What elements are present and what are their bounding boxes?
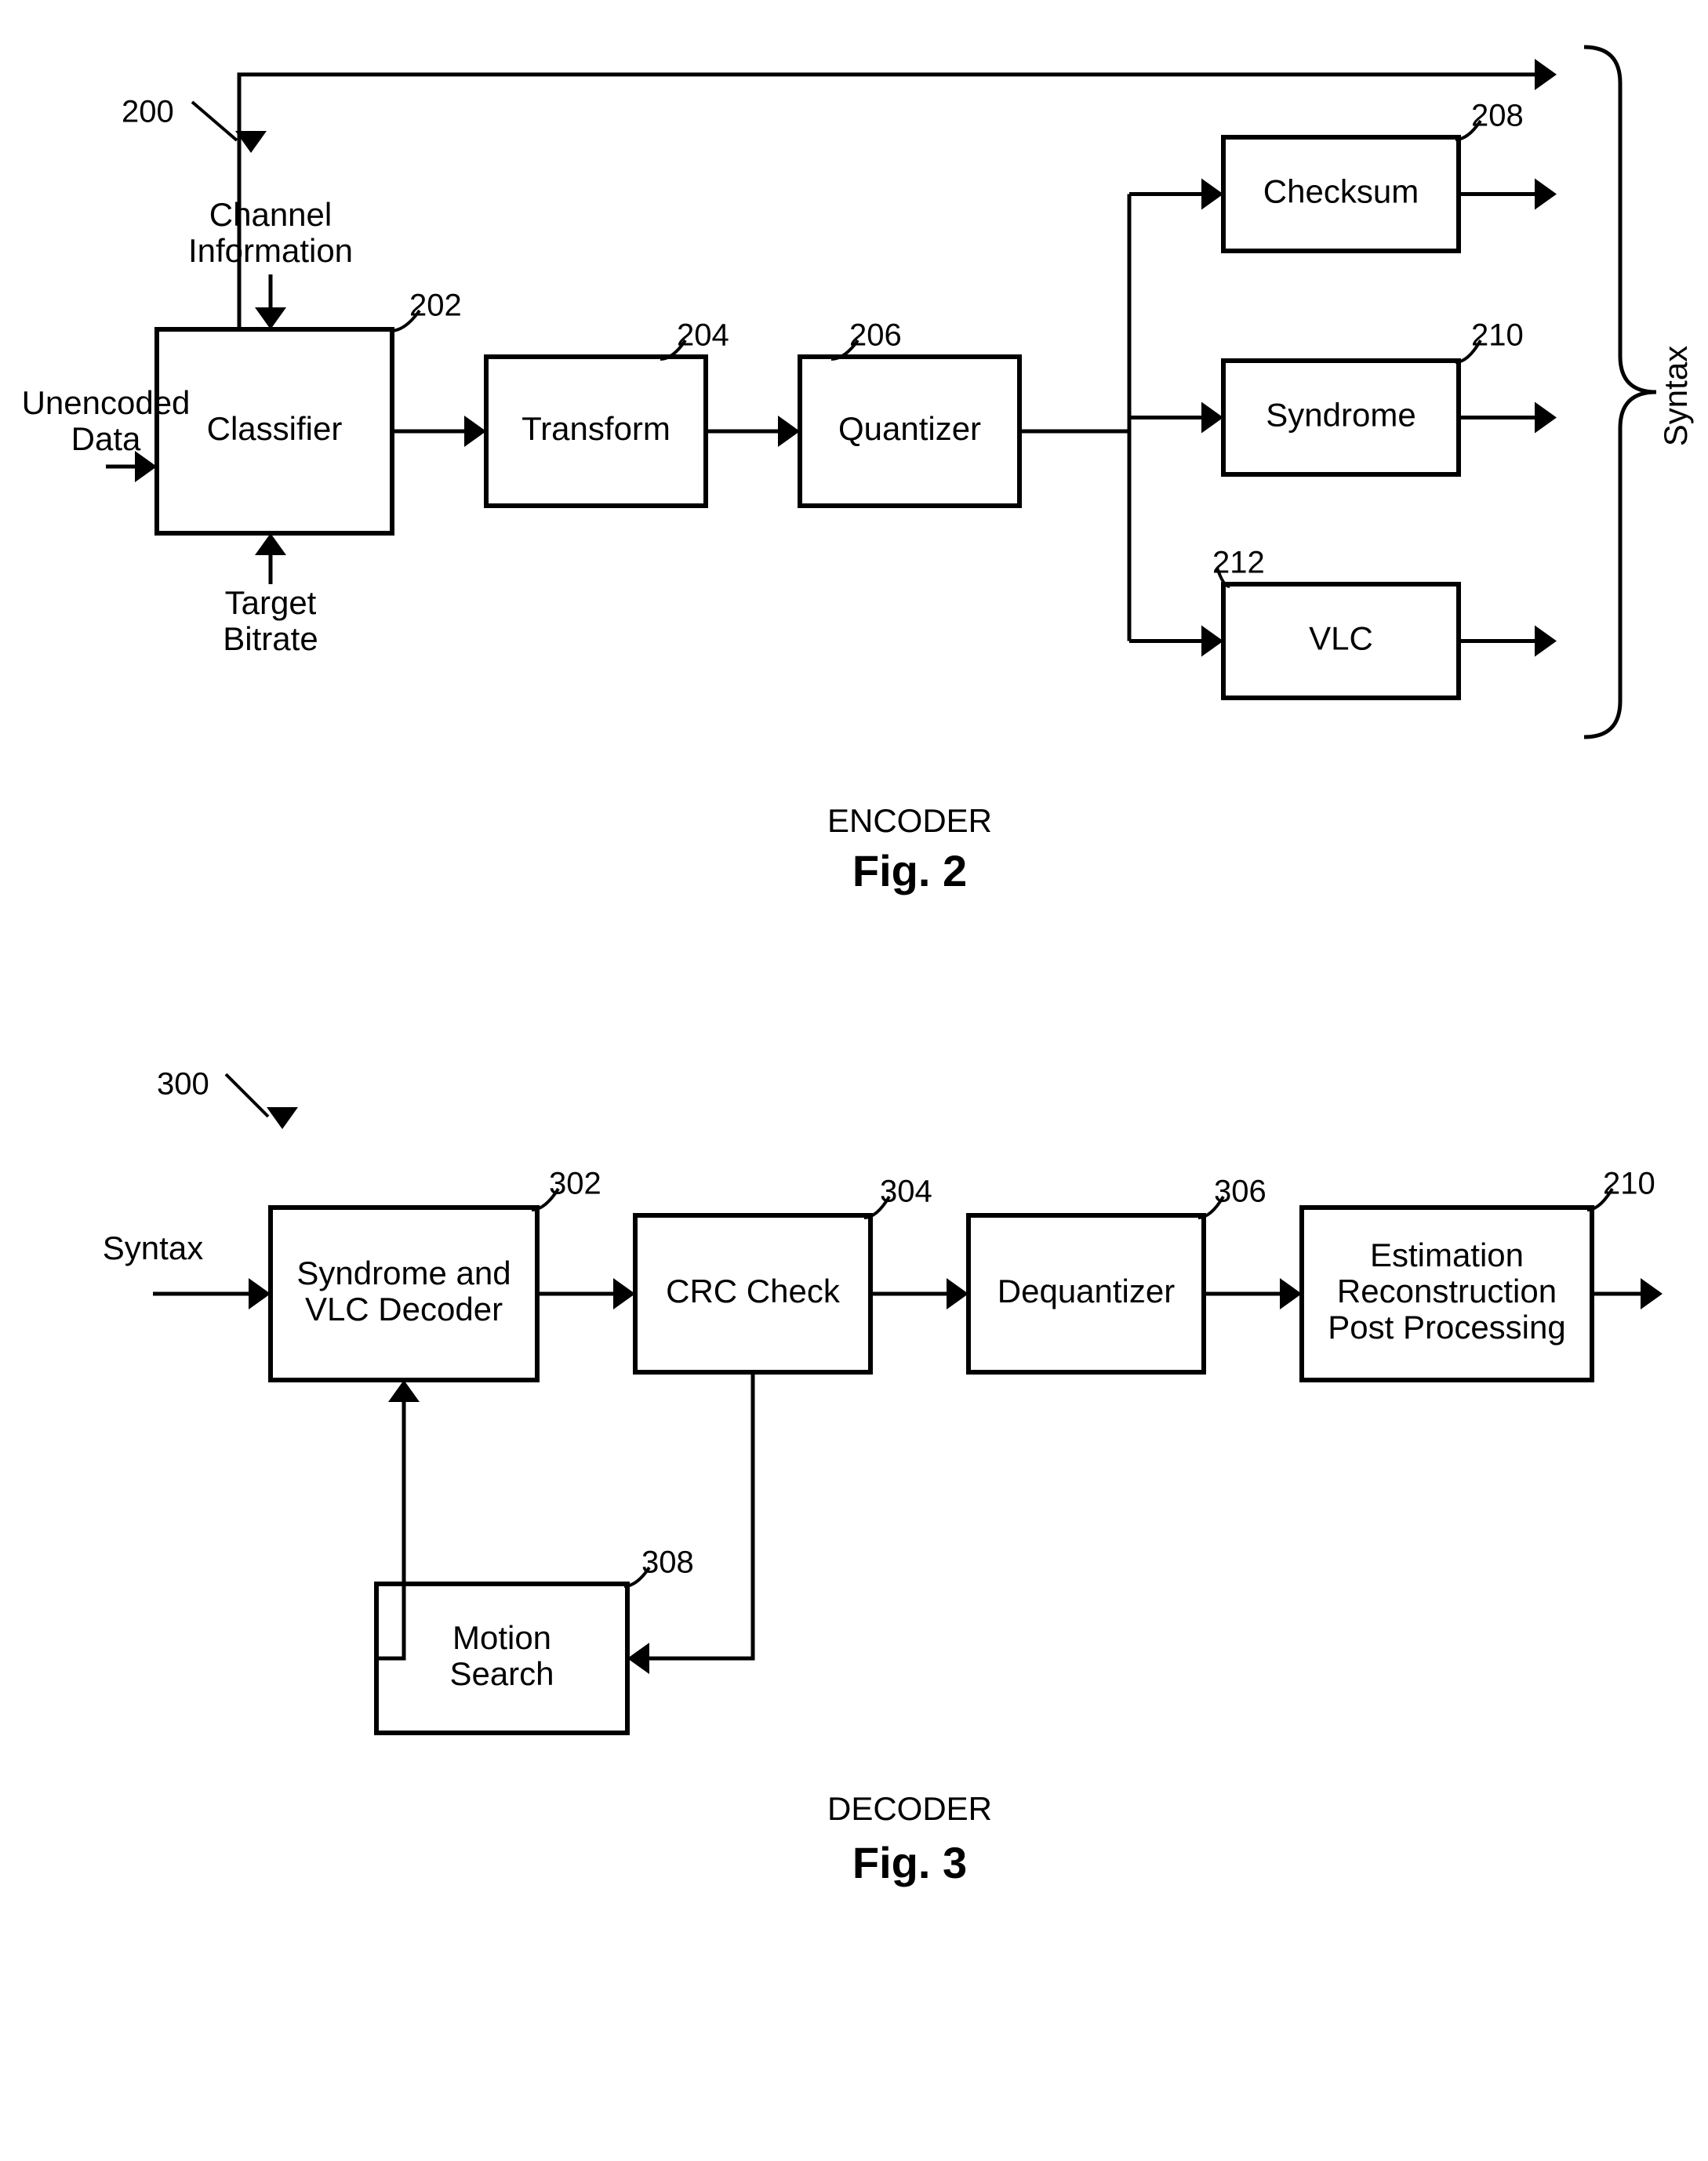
svg-text:Post Processing: Post Processing xyxy=(1328,1309,1565,1346)
svg-text:300: 300 xyxy=(157,1067,209,1102)
svg-text:Transform: Transform xyxy=(521,410,670,447)
svg-text:302: 302 xyxy=(549,1167,601,1201)
svg-text:Classifier: Classifier xyxy=(207,410,343,447)
svg-text:Checksum: Checksum xyxy=(1263,173,1419,210)
svg-text:208: 208 xyxy=(1471,99,1524,133)
svg-text:Quantizer: Quantizer xyxy=(838,410,981,447)
svg-text:ENCODER: ENCODER xyxy=(827,802,992,839)
svg-text:Fig. 3: Fig. 3 xyxy=(852,1838,967,1887)
svg-text:Information: Information xyxy=(188,232,353,269)
svg-text:Reconstruction: Reconstruction xyxy=(1337,1273,1557,1309)
svg-text:VLC: VLC xyxy=(1309,620,1373,657)
svg-text:Motion: Motion xyxy=(452,1619,551,1656)
svg-text:Syntax: Syntax xyxy=(103,1229,203,1266)
svg-text:Fig. 2: Fig. 2 xyxy=(852,846,967,895)
svg-text:304: 304 xyxy=(880,1175,932,1209)
svg-text:Estimation: Estimation xyxy=(1370,1237,1524,1273)
svg-text:Bitrate: Bitrate xyxy=(223,620,318,657)
svg-text:210: 210 xyxy=(1471,318,1524,353)
svg-text:Syndrome: Syndrome xyxy=(1266,397,1415,434)
svg-text:Syndrome and: Syndrome and xyxy=(296,1255,511,1291)
svg-text:308: 308 xyxy=(641,1545,694,1580)
svg-text:DECODER: DECODER xyxy=(827,1790,992,1827)
encoder-decoder-diagram: 200 Classifier Transform Quantizer Checksum S… xyxy=(0,0,1708,2161)
svg-text:212: 212 xyxy=(1212,546,1265,580)
svg-text:Channel: Channel xyxy=(209,196,332,233)
svg-text:210: 210 xyxy=(1603,1167,1655,1201)
svg-text:Syntax: Syntax xyxy=(1657,346,1694,446)
svg-text:Target: Target xyxy=(225,584,317,621)
svg-text:204: 204 xyxy=(677,318,729,353)
svg-text:VLC Decoder: VLC Decoder xyxy=(305,1291,503,1327)
svg-text:202: 202 xyxy=(409,289,462,323)
svg-text:206: 206 xyxy=(849,318,902,353)
svg-text:CRC Check: CRC Check xyxy=(666,1273,841,1309)
svg-text:306: 306 xyxy=(1214,1175,1266,1209)
svg-text:Search: Search xyxy=(449,1655,554,1692)
svg-text:200: 200 xyxy=(122,95,174,129)
svg-text:Data: Data xyxy=(71,420,141,457)
svg-text:Dequantizer: Dequantizer xyxy=(998,1273,1175,1309)
svg-text:Unencoded: Unencoded xyxy=(22,384,191,421)
